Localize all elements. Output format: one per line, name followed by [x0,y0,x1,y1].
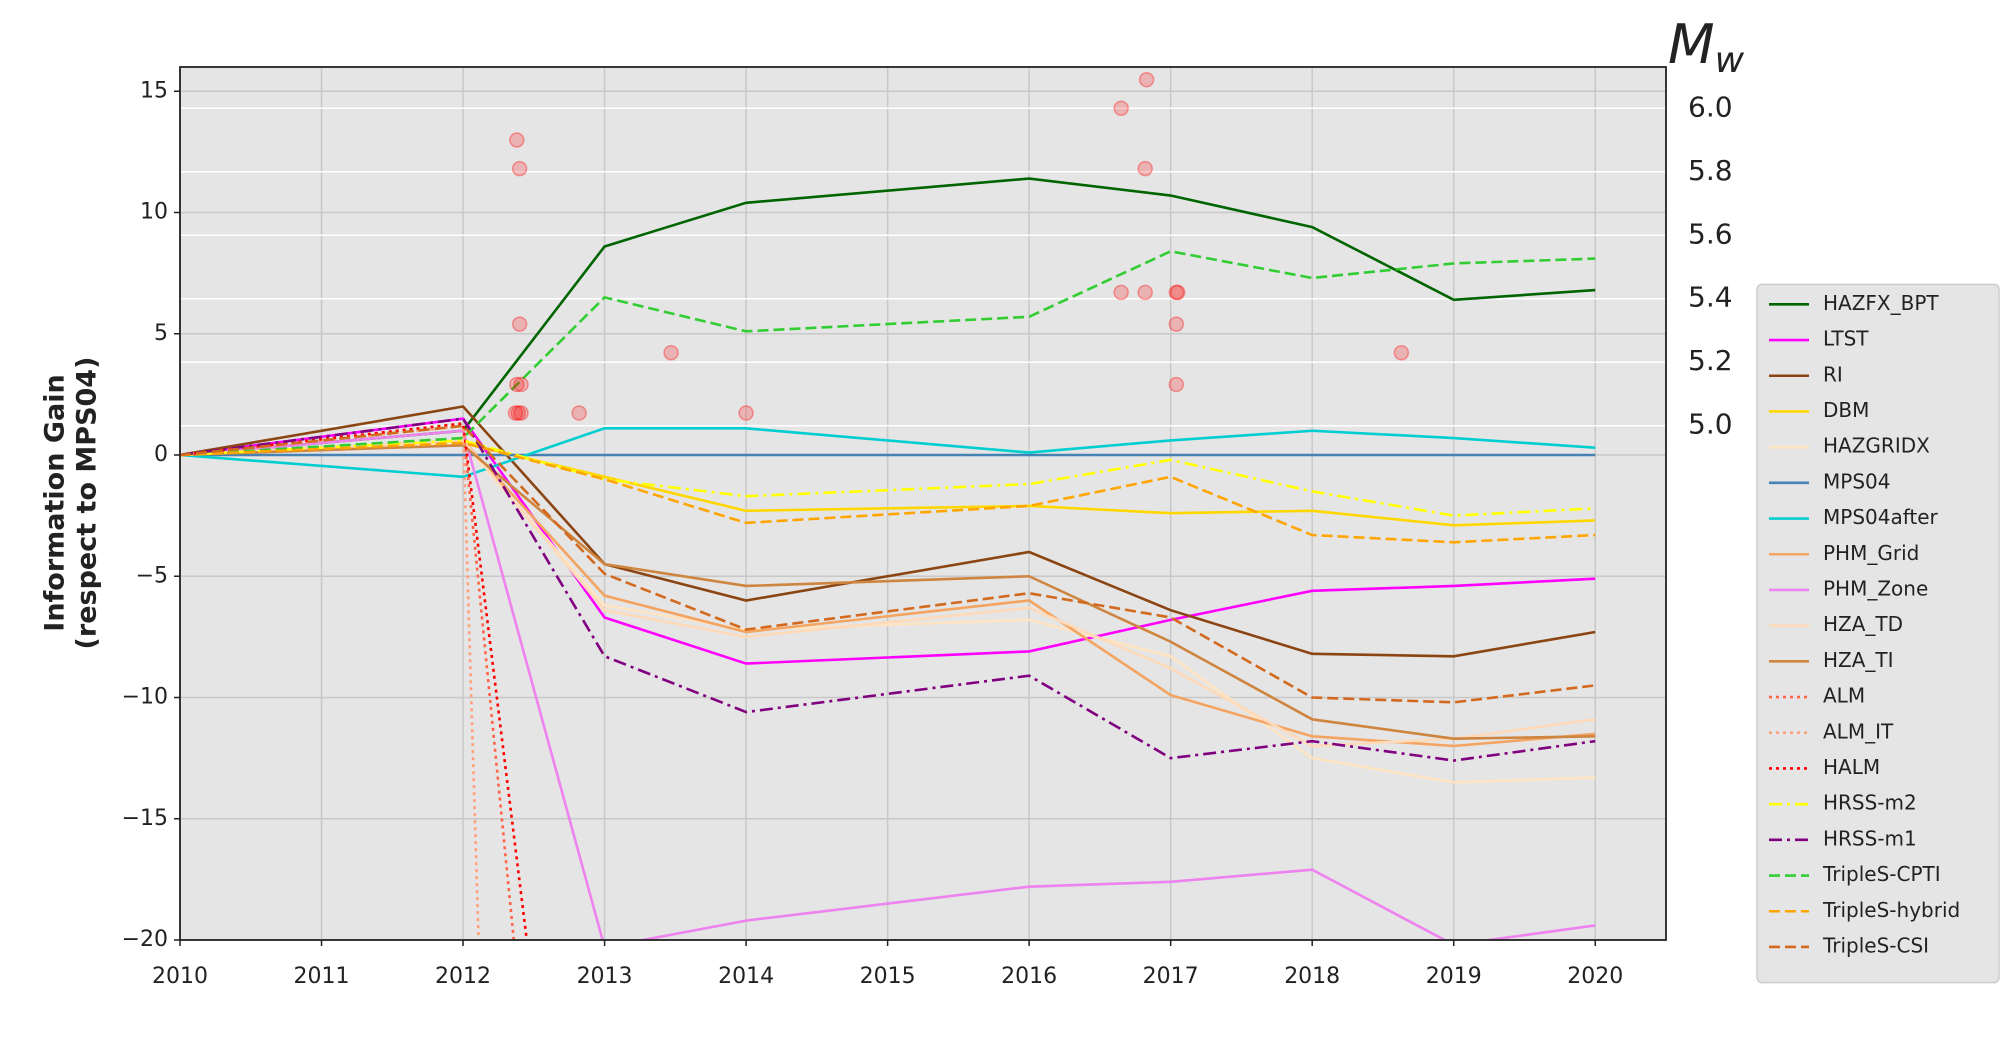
legend-label: LTST [1823,327,1869,351]
lines [180,71,1596,940]
legend-label: DBM [1823,398,1869,422]
legend-label: HAZGRIDX [1823,434,1930,458]
y-tick-label: −15 [122,806,168,831]
legend-label: TripleS-hybrid [1822,898,1960,922]
series-line [180,427,1596,479]
series-line [180,424,1596,704]
y2-tick-label: 6.0 [1688,90,1733,123]
series-line [180,439,1596,748]
x-tick-label: 2017 [1143,964,1199,989]
series-line [180,177,1596,457]
y2-tick-label: 5.6 [1688,217,1733,250]
event-point [1137,284,1153,301]
legend-label: RI [1823,362,1843,386]
legend-label: TripleS-CSI [1822,933,1929,957]
x-tick-label: 2010 [152,964,208,989]
y-tick-label: −20 [122,927,168,952]
x-tick-label: 2014 [718,964,774,989]
legend-label: ALM_IT [1823,719,1894,743]
event-point [1168,376,1185,393]
x-tick-label: 2020 [1567,964,1623,989]
x-tick-label: 2016 [1001,964,1057,989]
y-tick-label: 15 [140,78,168,103]
legend-label: MPS04 [1823,469,1890,493]
event-point [511,160,528,177]
y-axis-label: (respect to MPS04) [72,357,103,650]
x-tick-label: 2018 [1284,964,1340,989]
event-point [511,316,528,332]
series-line [180,443,1596,741]
legend-label: TripleS-CPTI [1822,862,1941,886]
event-point [509,376,525,393]
y-tick-label: −5 [136,563,168,588]
event-point [507,405,524,421]
series-line [180,249,1596,457]
legend-label: HAZFX_BPT [1823,291,1939,315]
series-line [180,441,1596,544]
axes: 2010 2011 2012 2013 2014 2015 2016 2017 2018 2019… [122,78,1733,989]
event-point [509,132,525,148]
y2-tick-label: 5.8 [1688,154,1733,187]
event-point [663,344,679,361]
x-tick-label: 2012 [435,964,491,989]
y2-tick-label: 5.4 [1688,281,1733,314]
plot-frame [179,66,1667,941]
legend-label: HRSS-m2 [1823,791,1917,815]
y-axis-label: Information Gain [40,374,71,631]
y2-tick-label: 5.2 [1688,344,1733,377]
event-point [1168,284,1185,301]
series-line [180,405,1596,658]
legend-label: ALM [1823,684,1865,708]
series-line [180,417,1596,762]
event-point [738,405,754,421]
x-tick-label: 2011 [294,964,350,989]
legend-label: HZA_TD [1823,612,1903,636]
y2-axis-label: Mw [1668,13,1745,81]
legend-label: PHM_Grid [1823,541,1919,565]
event-point [1113,100,1129,117]
event-point [571,405,587,421]
legend-label: HRSS-m1 [1823,826,1917,850]
y-tick-label: 0 [154,442,168,467]
legend-label: MPS04after [1823,505,1939,529]
event-point [1168,316,1185,332]
event-point [1138,71,1155,88]
event-point [1393,344,1410,361]
event-point [1137,160,1153,177]
x-tick-label: 2015 [860,964,916,989]
y-tick-label: −10 [122,685,168,710]
event-point [513,376,529,393]
legend-label: HZA_TI [1823,648,1894,672]
y2-tick-label: 5.0 [1688,408,1733,441]
series-line [180,429,1596,940]
series-line [180,439,1596,517]
y2-label-main: M [1668,13,1715,76]
legend-label: HALM [1823,755,1880,779]
y-tick-label: 5 [154,321,168,346]
y2-label-sub: w [1715,40,1745,81]
event-point [1113,284,1129,301]
event-point [513,405,529,421]
x-tick-label: 2013 [577,964,633,989]
legend: HAZFX_BPT LTST RI DBM HAZGRIDX MPS04 MPS04afte… [1756,283,2000,984]
x-tick-label: 2019 [1426,964,1482,989]
plot-background [180,67,1666,940]
event-point [1169,284,1186,301]
legend-box [1756,283,2000,984]
legend-label: PHM_Zone [1823,576,1928,600]
event-point [510,405,526,421]
y-tick-label: 10 [140,200,168,225]
